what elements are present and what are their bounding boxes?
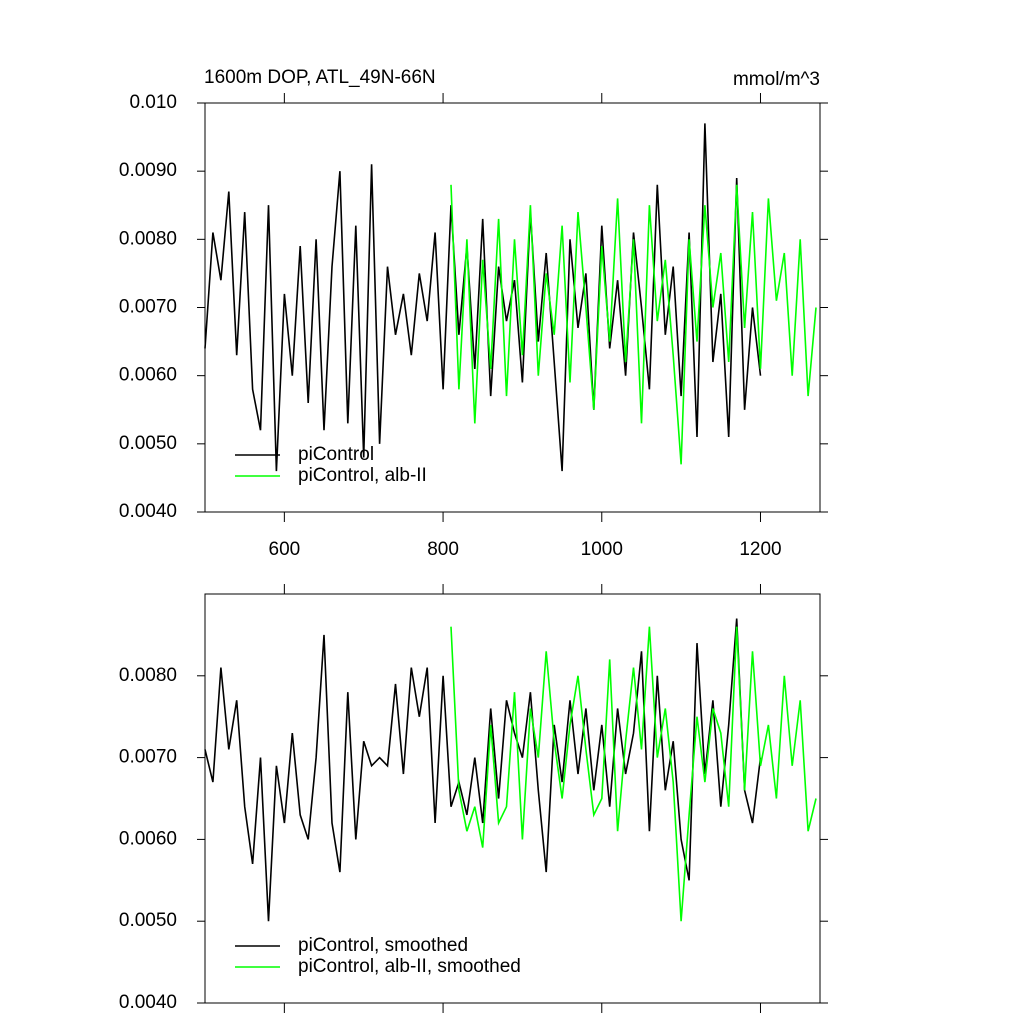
x-tick-label: 1000 — [581, 539, 623, 560]
y-tick-label: 0.0090 — [119, 160, 177, 181]
y-tick-label: 0.0080 — [119, 665, 177, 686]
legend-label: piControl, alb-II, smoothed — [298, 956, 521, 977]
y-tick-label: 0.0050 — [119, 433, 177, 454]
y-tick-label: 0.0050 — [119, 910, 177, 931]
units-label: mmol/m^3 — [733, 69, 820, 90]
x-tick-label: 800 — [427, 539, 459, 560]
y-tick-label: 0.010 — [129, 92, 177, 113]
legend-label: piControl, alb-II — [298, 465, 427, 486]
plot-frame — [204, 593, 821, 1004]
y-tick-label: 0.0070 — [119, 297, 177, 318]
y-tick-label: 0.0080 — [119, 228, 177, 249]
y-tick-label: 0.0060 — [119, 365, 177, 386]
data-line — [450, 184, 817, 465]
y-tick-label: 0.0040 — [119, 992, 177, 1013]
x-tick-label: 1200 — [739, 539, 781, 560]
x-tick-label: 600 — [269, 539, 301, 560]
y-tick-label: 0.0040 — [119, 501, 177, 522]
y-tick-label: 0.0070 — [119, 747, 177, 768]
data-line — [450, 626, 817, 922]
legend-label: piControl, smoothed — [298, 935, 468, 956]
y-tick-label: 0.0060 — [119, 828, 177, 849]
data-line — [204, 123, 762, 472]
legend-label: piControl — [298, 444, 374, 465]
data-line — [204, 618, 762, 922]
chart-title: 1600m DOP, ATL_49N-66N — [204, 67, 436, 88]
